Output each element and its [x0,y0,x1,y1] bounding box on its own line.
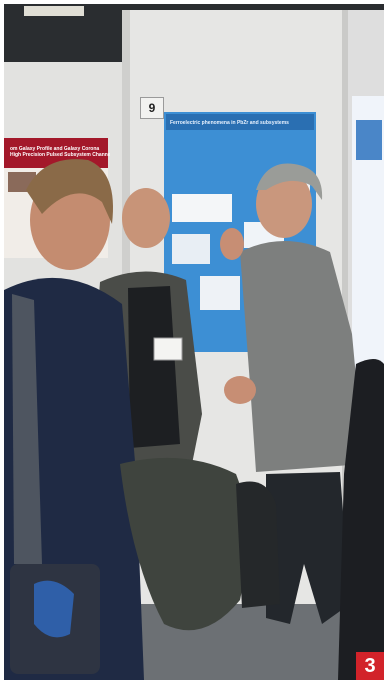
presenter-hair [256,163,323,200]
figure-number-badge: 3 [356,652,384,680]
scene [4,4,384,680]
poster-figure [172,194,232,222]
floor-bag [236,481,280,608]
presenter-jacket [240,241,364,472]
backpack-strap [12,294,42,564]
ceiling-light [24,6,84,16]
presenter-trousers [266,472,350,624]
listener-head [122,188,170,248]
right-poster-block [356,120,382,160]
event-photo: 9 Ferroelectric phenomena in PbZr and su… [4,4,384,680]
listener-vest [128,286,180,448]
name-badge [153,337,183,361]
poster-title: Ferroelectric phenomena in PbZr and subs… [170,120,289,126]
right-edge-person [338,359,384,680]
foreground-hair [26,159,113,224]
presenter-hand [224,376,256,404]
booth-number-label: 9 [140,97,164,119]
poster-title-bar [166,114,314,130]
poster-figure [200,276,240,310]
poster-figure [172,234,210,264]
draped-coat [120,457,248,631]
left-poster-title: om Galaxy Profile and Galaxy Corona High… [10,146,110,158]
backpack-pocket [34,580,74,638]
presenter-hand [220,228,244,260]
